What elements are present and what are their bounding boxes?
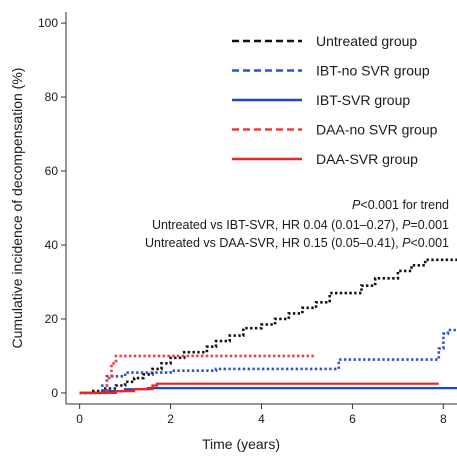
series-line-1 xyxy=(79,258,457,395)
legend-label-5: DAA-SVR group xyxy=(316,151,418,167)
x-tick-label: 4 xyxy=(258,412,265,426)
annotation-3: Untreated vs DAA-SVR, HR 0.15 (0.05–0.41… xyxy=(145,236,449,250)
legend-label-3: IBT-SVR group xyxy=(316,92,410,108)
y-tick-label: 0 xyxy=(51,386,58,400)
y-tick-label: 80 xyxy=(45,90,59,104)
chart-annotations: P<0.001 for trend Untreated vs IBT-SVR, H… xyxy=(145,198,449,250)
y-tick-label: 100 xyxy=(38,16,58,30)
y-axis-label: Cumulative incidence of decompensation (… xyxy=(9,68,25,349)
chart-series xyxy=(79,258,457,395)
series-line-5 xyxy=(79,382,439,394)
legend-label-1: Untreated group xyxy=(316,33,417,49)
annotation-1: P<0.001 for trend xyxy=(352,198,449,212)
annotation-2: Untreated vs IBT-SVR, HR 0.04 (0.01–0.27… xyxy=(152,218,449,232)
x-axis-label: Time (years) xyxy=(202,436,280,452)
legend-label-2: IBT-no SVR group xyxy=(316,63,430,79)
y-tick-label: 20 xyxy=(45,312,59,326)
y-tick-label: 40 xyxy=(45,238,59,252)
x-tick-label: 8 xyxy=(440,412,447,426)
chart-legend: Untreated group IBT-no SVR group IBT-SVR g… xyxy=(232,33,438,167)
series-line-4 xyxy=(79,354,317,395)
x-tick-label: 2 xyxy=(167,412,174,426)
legend-label-4: DAA-no SVR group xyxy=(316,122,438,138)
y-tick-label: 60 xyxy=(45,164,59,178)
x-tick-label: 6 xyxy=(349,412,356,426)
x-tick-label: 0 xyxy=(76,412,83,426)
